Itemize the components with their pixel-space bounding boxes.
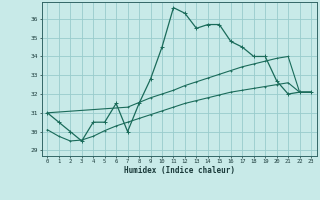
X-axis label: Humidex (Indice chaleur): Humidex (Indice chaleur) (124, 166, 235, 175)
